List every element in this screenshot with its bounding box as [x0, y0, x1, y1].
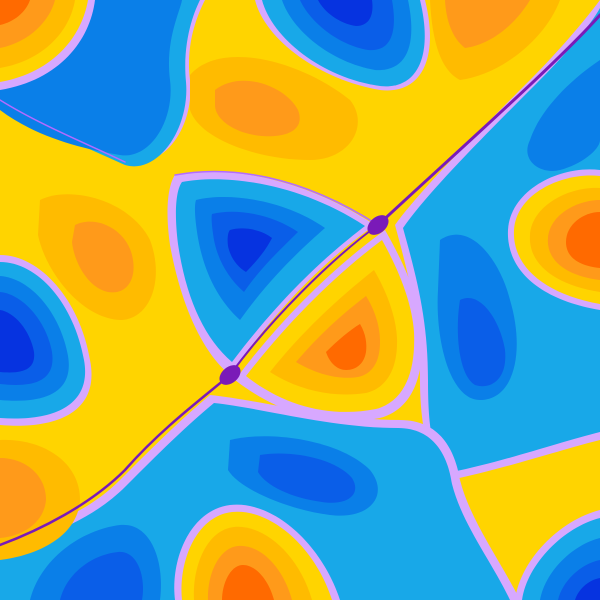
- orange-lobe-center: [235, 230, 423, 422]
- blue-lobe-bottom-right: [515, 510, 600, 600]
- saddle-points: [219, 215, 389, 385]
- orange-lobe-bottom-center: [174, 504, 340, 600]
- blue-region-right: [395, 0, 600, 480]
- orange-lobe-bottom-left: [0, 439, 80, 560]
- orange-lobe-top-right: [430, 0, 560, 80]
- ridge-lines: [0, 13, 600, 547]
- blue-lobe-top-center: [255, 0, 430, 91]
- orange-lobe-upper-center: [190, 56, 358, 160]
- orange-lobe-left: [38, 194, 156, 320]
- blue-region-bottom: [0, 395, 520, 600]
- saddle-node-upper: [367, 215, 389, 235]
- saddle-node-lower: [219, 365, 241, 385]
- blue-lobe-center: [167, 171, 375, 375]
- blue-lobe-left: [0, 255, 92, 426]
- orange-lobe-right: [507, 169, 600, 310]
- orange-corner-top-left: [0, 0, 95, 90]
